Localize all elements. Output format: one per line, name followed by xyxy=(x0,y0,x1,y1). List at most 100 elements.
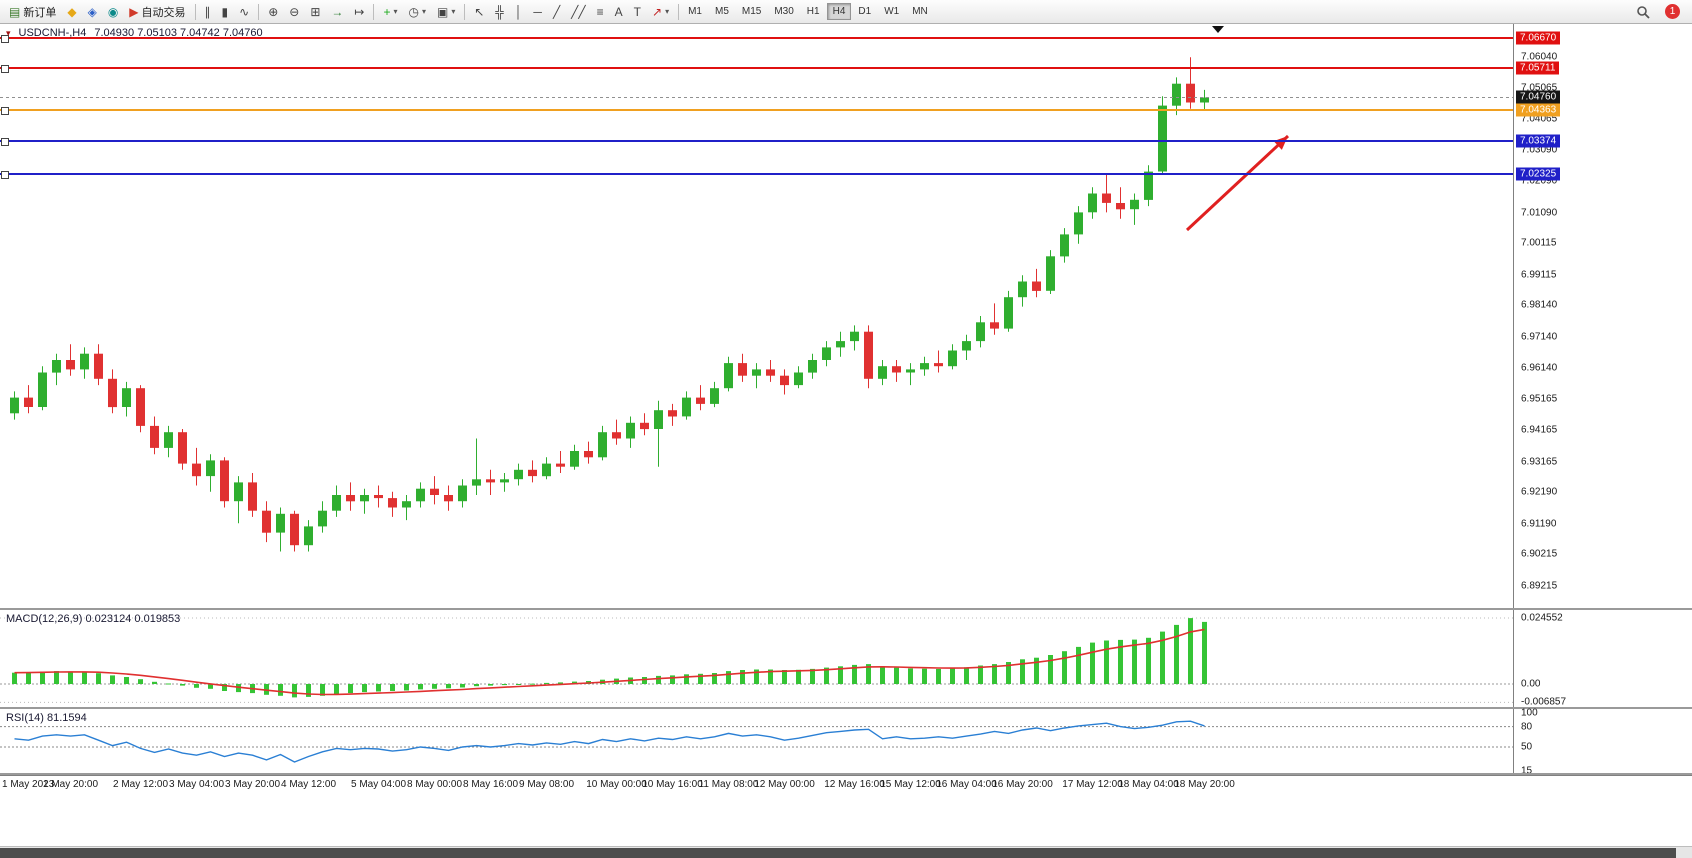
rsi-axis[interactable]: 100 80 50 15 xyxy=(1513,707,1692,776)
text-icon: A xyxy=(614,4,623,19)
timeframe-m30[interactable]: M30 xyxy=(774,6,794,17)
timeframe-mn[interactable]: MN xyxy=(912,6,928,17)
autotrade-play-icon: ▶ xyxy=(129,4,139,19)
macd-panel[interactable]: MACD(12,26,9) 0.023124 0.019853 xyxy=(0,610,1513,707)
horizontal-line-7.03374[interactable] xyxy=(0,139,1513,142)
y-axis-label: 6.95165 xyxy=(1521,393,1558,405)
periods-button[interactable]: ◷ ▾ xyxy=(403,1,431,23)
toolbar-separator xyxy=(258,3,260,20)
candlestick-canvas[interactable] xyxy=(0,24,1513,608)
fibonacci-icon: ≡ xyxy=(596,4,604,19)
text-button[interactable]: A xyxy=(610,1,628,23)
arrows-button[interactable]: ↗ ▾ xyxy=(647,1,674,23)
zoom-in-button[interactable]: ⊕ xyxy=(263,1,283,23)
auto-scroll-button[interactable]: → xyxy=(326,1,348,23)
timeframe-h4[interactable]: H4 xyxy=(826,3,852,20)
x-axis-label: 1 May 20:00 xyxy=(42,779,99,790)
trendline-button[interactable]: ╱ xyxy=(548,1,565,23)
toolbar-separator xyxy=(678,3,680,20)
zoom-in-icon: ⊕ xyxy=(268,4,279,19)
timeframe-m1[interactable]: M1 xyxy=(688,6,702,17)
text-label-icon: T xyxy=(633,4,641,19)
timeframe-m5[interactable]: M5 xyxy=(714,6,729,17)
market-watch-button[interactable]: ◆ xyxy=(62,1,81,23)
panel-splitter-3[interactable] xyxy=(0,773,1692,775)
timeframe-d1[interactable]: D1 xyxy=(858,6,872,17)
chevron-down-icon: ▾ xyxy=(665,7,670,16)
y-axis-label: 6.98140 xyxy=(1521,299,1558,311)
notification-badge[interactable]: 1 xyxy=(1665,4,1680,19)
timeframe-w1[interactable]: W1 xyxy=(884,6,900,17)
line-handle[interactable] xyxy=(1,106,9,115)
macd-axis[interactable]: 0.024552 0.00 -0.006857 xyxy=(1513,610,1692,708)
indicators-button[interactable]: + ▾ xyxy=(378,1,402,23)
horizontal-scrollbar[interactable] xyxy=(0,846,1692,858)
line-handle[interactable] xyxy=(1,137,9,146)
market-watch-icon: ◆ xyxy=(67,4,77,19)
x-axis-label: 5 May 04:00 xyxy=(350,779,407,790)
channel-button[interactable]: ╱╱ xyxy=(566,1,590,23)
scrollbar-thumb[interactable] xyxy=(0,848,1676,858)
crosshair-button[interactable]: ╬ xyxy=(490,1,509,23)
horizontal-line-7.06670[interactable] xyxy=(0,36,1513,39)
tile-windows-button[interactable]: ⊞ xyxy=(305,1,325,23)
line-handle[interactable] xyxy=(1,170,9,179)
chart-shift-button[interactable]: ↦ xyxy=(349,1,369,23)
autotrade-button[interactable]: ▶ 自动交易 xyxy=(124,1,190,23)
horizontal-line-7.05711[interactable] xyxy=(0,66,1513,69)
x-axis-label: 18 May 04:00 xyxy=(1118,779,1179,790)
navigator-icon: ◈ xyxy=(87,4,97,19)
timeframe-h1[interactable]: H1 xyxy=(806,6,820,17)
bar-chart-icon: ∥ xyxy=(204,4,211,19)
rsi-canvas xyxy=(0,720,1513,763)
y-axis-label: 7.05065 xyxy=(1521,82,1558,94)
price-line-badge: 7.02325 xyxy=(1516,167,1561,181)
toolbar-buttons-group: ▤ 新订单 ◆ ◈ ◉ ▶ 自动交易 ∥ ▮ ∿ ⊕ ⊖ ⊞ → ↦ + ▾ ◷ ▾ ▣ ▾ ↖ ╬ │ ─ ╱ ╱╱ ≡ A T ↗ ▾ xyxy=(4,1,682,23)
terminal-button[interactable]: ◉ xyxy=(103,1,123,23)
line-chart-button[interactable]: ∿ xyxy=(234,1,254,23)
horizontal-line-7.04363[interactable] xyxy=(0,108,1513,111)
toolbar-separator xyxy=(194,3,196,20)
bar-chart-button[interactable]: ∥ xyxy=(200,1,216,23)
x-axis-label: 2 May 12:00 xyxy=(112,779,169,790)
horizontal-line-button[interactable]: ─ xyxy=(528,1,547,23)
rsi-title: RSI(14) 81.1594 xyxy=(6,712,87,724)
text-label-button[interactable]: T xyxy=(629,1,646,23)
panel-splitter-1[interactable] xyxy=(0,608,1692,610)
templates-button[interactable]: ▣ ▾ xyxy=(432,1,460,23)
line-handle[interactable] xyxy=(1,34,9,43)
toolbar: ▤ 新订单 ◆ ◈ ◉ ▶ 自动交易 ∥ ▮ ∿ ⊕ ⊖ ⊞ → ↦ + ▾ ◷ ▾ ▣ ▾ ↖ ╬ │ ─ ╱ ╱╱ ≡ A T ↗ ▾ M… xyxy=(0,0,1692,24)
template-icon: ▣ xyxy=(436,4,449,19)
y-axis-label: 7.00115 xyxy=(1521,237,1557,249)
line-handle[interactable] xyxy=(1,64,9,73)
navigator-button[interactable]: ◈ xyxy=(83,1,102,23)
search-button[interactable] xyxy=(1631,1,1655,23)
rsi-panel[interactable]: RSI(14) 81.1594 xyxy=(0,709,1513,773)
zoom-out-button[interactable]: ⊖ xyxy=(284,1,304,23)
vertical-line-button[interactable]: │ xyxy=(510,1,528,23)
candlestick-button[interactable]: ▮ xyxy=(217,1,234,23)
autotrade-button-label: 自动交易 xyxy=(141,6,186,19)
x-axis-label: 18 May 20:00 xyxy=(1174,779,1235,790)
rsi-axis-label: 100 xyxy=(1521,707,1538,719)
chart-title: ▾ USDCNH-,H4 7.04930 7.05103 7.04742 7.0… xyxy=(6,27,263,39)
toolbar-separator xyxy=(464,3,466,20)
x-axis-label: 12 May 16:00 xyxy=(824,779,885,790)
time-axis[interactable]: 1 May 2023 1 May 20:00 2 May 12:00 3 May 04… xyxy=(0,775,1692,794)
toolbar-separator xyxy=(373,3,375,20)
x-axis-label: 12 May 00:00 xyxy=(754,779,815,790)
price-chart-panel[interactable]: ▾ USDCNH-,H4 7.04930 7.05103 7.04742 7.0… xyxy=(0,24,1513,608)
cursor-button[interactable]: ↖ xyxy=(469,1,489,23)
fibonacci-button[interactable]: ≡ xyxy=(592,1,609,23)
chart-ohlc: 7.04930 7.05103 7.04742 7.04760 xyxy=(94,27,263,39)
horizontal-line-icon: ─ xyxy=(533,4,542,19)
timeframe-group: M1 M5 M15 M30 H1 H4 D1 W1 MN xyxy=(682,3,934,20)
y-axis-label: 7.01090 xyxy=(1521,207,1558,219)
terminal-icon: ◉ xyxy=(107,4,119,19)
panel-splitter-2[interactable] xyxy=(0,707,1692,709)
price-axis[interactable]: 7.06670 7.05711 7.04363 7.03374 7.02325 7.047… xyxy=(1513,24,1692,608)
new-order-button[interactable]: ▤ 新订单 xyxy=(4,1,61,23)
timeframe-m15[interactable]: M15 xyxy=(741,6,762,17)
horizontal-line-7.02325[interactable] xyxy=(0,172,1513,175)
x-axis-label: 17 May 12:00 xyxy=(1062,779,1123,790)
